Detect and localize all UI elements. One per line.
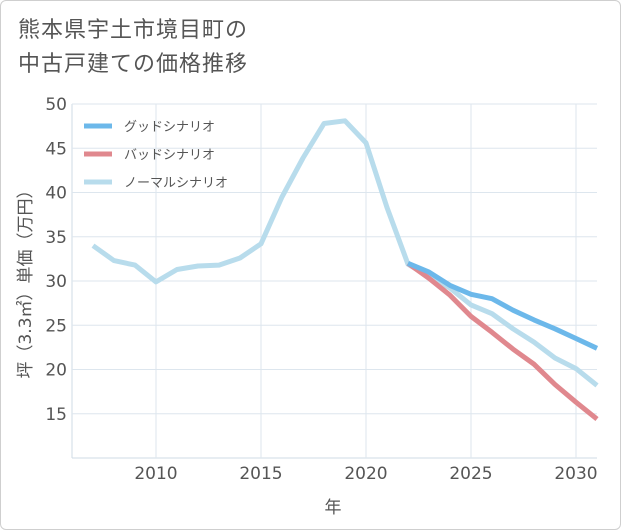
y-tick-label: 30 [45, 272, 67, 292]
series-line-1 [406, 261, 599, 422]
y-axis-title: 坪（3.3㎡）単価（万円） [16, 181, 36, 378]
y-tick-label: 40 [45, 184, 67, 204]
legend-label: グッドシナリオ [124, 120, 215, 135]
chart-title-line-2: 中古戸建ての価格推移 [18, 52, 249, 77]
y-tick-label: 25 [45, 316, 67, 336]
x-tick-label: 2015 [239, 464, 282, 484]
y-tick-label: 20 [45, 361, 67, 381]
series-layer [91, 118, 599, 422]
legend-label: ノーマルシナリオ [124, 176, 228, 191]
chart-title: 熊本県宇土市境目町の 中古戸建ての価格推移 [18, 14, 248, 82]
x-tick-label: 2010 [134, 464, 177, 484]
y-tick-label: 50 [45, 95, 67, 115]
grid-lines [71, 103, 597, 459]
y-tick-label: 35 [45, 228, 67, 248]
x-axis-title: 年 [325, 498, 342, 518]
x-tick-label: 2020 [344, 464, 387, 484]
series-line-0 [407, 260, 599, 351]
chart-title-line-1: 熊本県宇土市境目町の [18, 18, 249, 43]
y-tick-label: 45 [45, 139, 67, 159]
y-tick-label: 15 [45, 405, 67, 425]
x-tick-label: 2030 [554, 464, 597, 484]
series-line-2 [91, 118, 599, 388]
legend-label: バッドシナリオ [124, 148, 215, 163]
x-tick-label: 2025 [449, 464, 492, 484]
